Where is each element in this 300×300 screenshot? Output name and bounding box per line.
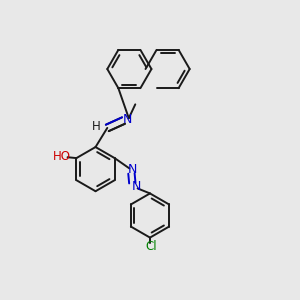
Text: N: N [123, 113, 132, 126]
Text: Cl: Cl [146, 240, 157, 253]
Text: H: H [92, 120, 100, 133]
Text: HO: HO [53, 150, 71, 163]
Text: N: N [128, 164, 137, 176]
Text: N: N [131, 180, 141, 193]
